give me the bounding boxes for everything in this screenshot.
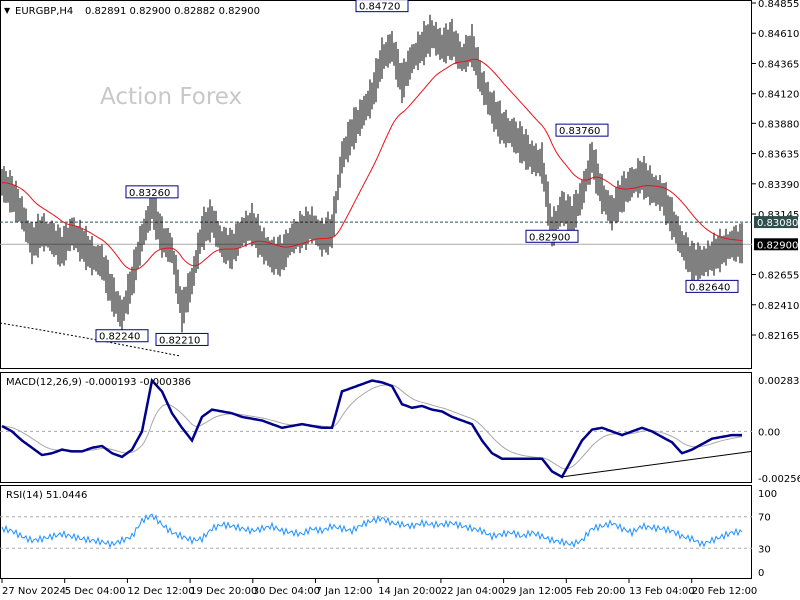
annotation-label: 0.83760 <box>559 126 600 137</box>
y-tick-label: 0.83880 <box>758 119 799 130</box>
macd-main-line <box>1 377 742 479</box>
x-tick-label: 7 Jan 12:00 <box>316 586 373 597</box>
rsi-tick-label: 100 <box>758 489 777 500</box>
y-tick-label: 0.84610 <box>758 29 799 40</box>
rsi-tick-label: 70 <box>758 513 771 524</box>
macd-trendline <box>561 450 753 478</box>
annotation-label: 0.82210 <box>159 335 200 346</box>
moving-average-line <box>1 58 743 271</box>
y-tick-label: 0.83145 <box>758 210 799 221</box>
price-annotation: 0.82640 <box>685 279 739 293</box>
annotation-box <box>555 123 609 137</box>
price-annotation: 0.82900 <box>525 229 579 243</box>
x-tick-label: 12 Dec 12:00 <box>127 586 194 597</box>
macd-title: MACD(12,26,9) -0.000193 -0.000386 <box>6 377 191 388</box>
level-badge <box>754 216 798 229</box>
price-annotation: 0.83760 <box>555 123 609 137</box>
macd-panel <box>0 372 752 483</box>
x-tick-label: 30 Dec 04:00 <box>253 586 320 597</box>
price-annotation: 0.83260 <box>125 185 179 199</box>
level-badge <box>754 238 798 251</box>
annotation-box <box>125 185 179 199</box>
annotation-box <box>355 0 409 13</box>
rsi-panel <box>0 485 752 579</box>
annotation-label: 0.82640 <box>689 282 730 293</box>
x-tick-label: 22 Jan 04:00 <box>441 586 504 597</box>
annotation-label: 0.84720 <box>359 2 400 13</box>
y-tick-label: 0.82165 <box>758 331 799 342</box>
y-tick-label: 0.83390 <box>758 180 799 191</box>
symbol-label: EURGBP,H4 <box>15 6 73 17</box>
macd-tick-label: 0.00283 <box>758 376 799 387</box>
rsi-title: RSI(14) 51.0446 <box>6 490 87 501</box>
level-badge-label: 0.82900 <box>757 240 798 251</box>
macd-tick-label: -0.002563 <box>758 474 800 485</box>
ohlc-readout: 0.82891 0.82900 0.82882 0.82900 <box>85 6 260 17</box>
price-annotation: 0.82240 <box>95 329 149 343</box>
y-tick-label: 0.82655 <box>758 271 799 282</box>
x-tick-label: 19 Dec 20:00 <box>190 586 257 597</box>
price-panel <box>0 0 752 369</box>
x-tick-label: 27 Nov 2024 <box>2 586 66 597</box>
collapse-arrow-icon[interactable]: ▼ <box>4 6 11 15</box>
y-tick-label: 0.83635 <box>758 150 799 161</box>
annotation-box <box>525 229 579 243</box>
price-annotation: 0.82210 <box>155 332 209 346</box>
y-tick-label: 0.84120 <box>758 90 799 101</box>
x-tick-label: 20 Feb 12:00 <box>692 586 758 597</box>
x-tick-label: 29 Jan 12:00 <box>504 586 567 597</box>
watermark: Action Forex <box>100 84 242 110</box>
annotation-label: 0.82900 <box>529 232 570 243</box>
x-tick-label: 5 Feb 20:00 <box>566 586 625 597</box>
y-tick-label: 0.82410 <box>758 301 799 312</box>
annotation-box <box>95 329 149 343</box>
y-tick-label: 0.84855 <box>758 0 799 10</box>
price-annotation: 0.84720 <box>355 0 409 13</box>
x-tick-label: 13 Feb 04:00 <box>629 586 695 597</box>
dotted-average-line <box>0 322 181 357</box>
rsi-tick-label: 0 <box>758 568 764 579</box>
x-tick-label: 5 Dec 04:00 <box>65 586 126 597</box>
annotation-box <box>155 332 209 346</box>
annotation-box <box>685 279 739 293</box>
x-tick-label: 14 Jan 20:00 <box>378 586 441 597</box>
macd-signal-line <box>1 384 743 470</box>
macd-tick-label: 0.00 <box>758 427 780 438</box>
annotation-label: 0.82240 <box>99 332 140 343</box>
annotation-label: 0.83260 <box>129 188 170 199</box>
rsi-tick-label: 30 <box>758 544 771 555</box>
rsi-line <box>1 513 743 549</box>
level-badge-label: 0.83080 <box>757 218 798 229</box>
y-tick-label: 0.84365 <box>758 59 799 70</box>
